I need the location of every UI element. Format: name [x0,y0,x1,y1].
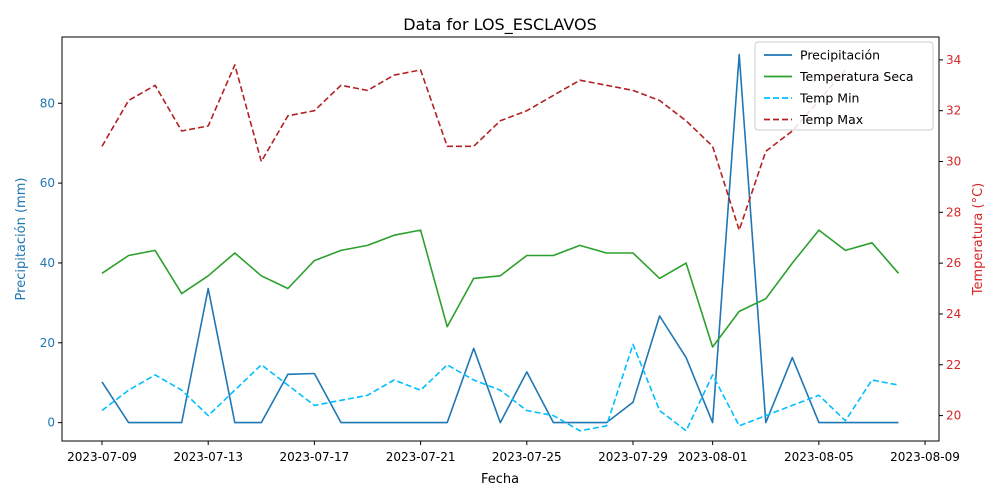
legend-label: Temp Min [799,91,859,106]
x-tick-label: 2023-07-17 [280,450,350,464]
x-tick-label: 2023-07-13 [173,450,243,464]
x-tick-label: 2023-08-09 [890,450,960,464]
x-tick-label: 2023-07-29 [598,450,668,464]
chart-title: Data for LOS_ESCLAVOS [403,15,597,35]
x-tick-label: 2023-07-21 [386,450,456,464]
y-axis-left-label: Precipitación (mm) [14,178,29,301]
series-line-temp-min [101,343,899,432]
plot-frame [61,36,940,442]
y-left-tick-label: 60 [40,176,55,190]
y-right-tick-label: 20 [946,409,961,423]
x-tick-label: 2023-08-05 [784,450,854,464]
y-right-tick-label: 28 [946,205,961,219]
x-tick-label: 2023-08-01 [678,450,748,464]
legend-label: Temp Max [799,112,863,127]
legend-box [754,41,934,131]
y-left-tick-label: 40 [40,256,55,270]
series-layer [101,53,900,432]
y-left-tick-label: 0 [47,416,55,430]
y-left-tick-label: 80 [40,96,55,110]
legend-label: Temperatura Seca [799,69,914,84]
y-right-tick-label: 24 [946,307,961,321]
y-right-tick-label: 32 [946,104,961,118]
y-right-tick-label: 30 [946,155,961,169]
y-right-tick-label: 34 [946,53,961,67]
y-left-tick-label: 20 [40,336,55,350]
x-axis-label: Fecha [481,472,519,487]
y-axis-right-label: Temperatura (°C) [971,183,986,296]
y-axis-left: 0 20 40 60 80 [40,96,62,430]
y-right-tick-label: 26 [946,256,961,270]
legend-label: Precipitación [800,48,880,63]
series-line-temperatura-seca [101,229,900,348]
series-line-temp-max [101,64,847,231]
series-line-precipitaci-n [101,53,899,424]
x-tick-label: 2023-07-25 [492,450,562,464]
y-right-tick-label: 22 [946,358,961,372]
x-axis: 2023-07-09 2023-07-13 2023-07-17 2023-07-21… [67,441,960,464]
y-axis-right: 20 22 24 26 28 30 32 34 [939,53,961,423]
legend: Precipitación Temperatura Seca Temp Min Tem… [754,41,934,131]
x-tick-label: 2023-07-09 [67,450,137,464]
